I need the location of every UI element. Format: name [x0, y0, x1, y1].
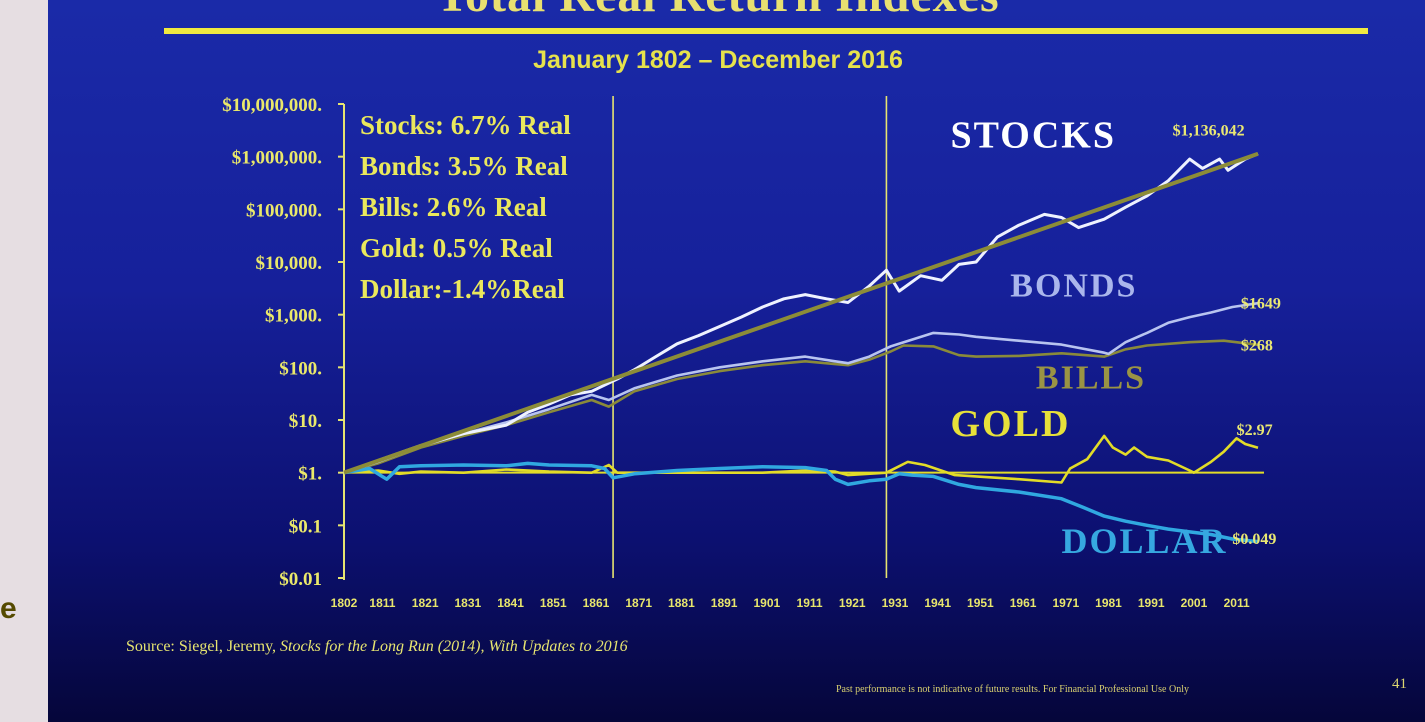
series-label-bills: BILLS [1036, 359, 1146, 396]
source-note: Source: Siegel, Jeremy, Stocks for the L… [126, 638, 628, 656]
x-tick-label: 1931 [882, 596, 909, 610]
y-tick-label: $1. [298, 464, 322, 485]
end-value-label-gold: $2.97 [1237, 422, 1273, 439]
source-prefix: Source: Siegel, Jeremy, [126, 638, 281, 655]
y-tick-label: $0.1 [289, 516, 322, 537]
x-tick-label: 1891 [711, 596, 738, 610]
slide: Total Real Return Indexes January 1802 –… [48, 0, 1425, 722]
annual-rate-line: Stocks: 6.7% Real [360, 110, 571, 140]
x-tick-label: 2001 [1181, 596, 1208, 610]
stocks-trend-line [343, 151, 1259, 475]
series-line-gold [343, 434, 1259, 484]
x-tick-label: 1811 [369, 596, 395, 610]
series-label-bonds: BONDS [1010, 268, 1137, 305]
x-tick-label: 1861 [583, 596, 610, 610]
y-tick-label: $10. [289, 411, 322, 432]
slide-title: Total Real Return Indexes [48, 0, 1388, 23]
x-tick-label: 1821 [412, 596, 439, 610]
x-tick-label: 1831 [455, 596, 482, 610]
x-tick-label: 1881 [668, 596, 695, 610]
x-tick-label: 1921 [839, 596, 866, 610]
x-tick-label: 1951 [967, 596, 994, 610]
title-underline [164, 28, 1368, 34]
x-tick-label: 1911 [797, 596, 823, 610]
end-value-label-stocks: $1,136,042 [1173, 123, 1245, 140]
annual-rate-line: Bills: 2.6% Real [360, 192, 547, 222]
return-index-chart: $10,000,000. $1,000,000. $100,000. $10,000.… [222, 95, 1281, 610]
annual-rate-line: Gold: 0.5% Real [360, 233, 553, 263]
y-tick-label: $100. [279, 358, 322, 379]
x-tick-label: 1901 [753, 596, 780, 610]
end-value-label-bonds: $1649 [1241, 296, 1281, 313]
series-line-dollar [343, 461, 1259, 544]
page-number: 41 [1392, 676, 1407, 692]
x-tick-label: 1981 [1095, 596, 1122, 610]
x-tick-label: 1802 [331, 596, 358, 610]
left-margin-strip: e [0, 0, 48, 722]
end-value-label-dollar: $0.049 [1232, 531, 1276, 548]
series-label-dollar: DOLLAR [1062, 521, 1228, 561]
y-tick-label: $1,000,000. [232, 148, 322, 169]
x-tick-label: 1871 [625, 596, 652, 610]
x-tick-label: 1991 [1138, 596, 1165, 610]
end-value-label-bills: $268 [1241, 337, 1273, 354]
y-tick-label: $10,000,000. [222, 95, 322, 116]
y-tick-label: $1,000. [265, 306, 322, 327]
y-tick-label: $10,000. [256, 253, 323, 274]
series-label-stocks: STOCKS [950, 114, 1115, 156]
x-tick-label: 1961 [1010, 596, 1037, 610]
x-tick-label: 1841 [497, 596, 524, 610]
x-tick-label: 1851 [540, 596, 567, 610]
source-title: Stocks for the Long Run (2014), With Upd… [280, 638, 628, 655]
chart-subtitle: January 1802 – December 2016 [533, 46, 903, 74]
series-line-bills [343, 339, 1259, 474]
x-tick-label: 1971 [1052, 596, 1079, 610]
x-tick-label: 1941 [924, 596, 951, 610]
annual-rate-line: Bonds: 3.5% Real [360, 151, 568, 181]
series-line-bonds [343, 301, 1259, 474]
annual-rate-line: Dollar:-1.4%Real [360, 274, 565, 304]
x-tick-label: 2011 [1224, 596, 1250, 610]
disclaimer: Past performance is not indicative of fu… [836, 684, 1189, 695]
series-label-gold: GOLD [950, 403, 1070, 445]
y-tick-label: $100,000. [246, 200, 322, 221]
left-edge-fragment: e [0, 592, 17, 625]
y-tick-label: $0.01 [279, 569, 322, 590]
